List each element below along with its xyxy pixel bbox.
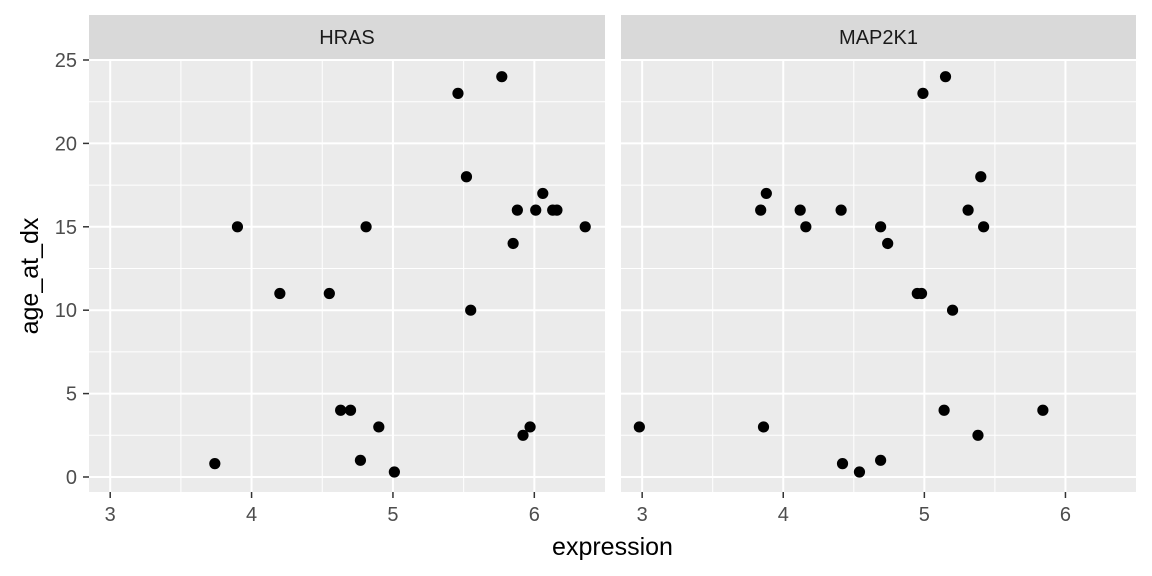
data-point [537, 187, 549, 200]
data-point [517, 429, 529, 441]
data-point [524, 421, 536, 433]
x-tick-label: 6 [529, 504, 540, 526]
data-point [760, 187, 772, 200]
data-point [551, 204, 563, 216]
strip-hras [89, 15, 605, 59]
data-point [323, 287, 335, 300]
x-tick-label: 4 [778, 504, 789, 526]
data-point [882, 237, 894, 250]
data-point [915, 287, 928, 300]
data-point [972, 429, 984, 441]
x-tick-label: 6 [1060, 504, 1071, 526]
data-point [835, 204, 847, 216]
data-point [946, 304, 959, 316]
x-axis-title: expression [552, 533, 673, 561]
data-point [1037, 404, 1049, 416]
x-axis-hras: 3 4 5 6 [105, 492, 540, 526]
y-tick-label: 25 [55, 50, 77, 72]
y-tick-label: 20 [55, 133, 77, 155]
data-point [496, 71, 508, 83]
data-point [757, 421, 770, 433]
data-point [800, 221, 812, 233]
plot-area-hras [89, 60, 605, 492]
data-point [335, 404, 347, 416]
data-point [530, 204, 542, 216]
data-point [507, 237, 519, 250]
y-tick-label: 10 [55, 300, 77, 322]
panel-map2k1: MAP2K1 3 4 5 6 [621, 15, 1136, 526]
data-point [465, 304, 477, 316]
x-tick-label: 5 [387, 504, 398, 526]
grid-hras [89, 59, 605, 492]
x-axis-map2k1: 3 4 5 6 [637, 492, 1071, 526]
strip-map2k1 [621, 15, 1136, 59]
data-point [460, 171, 473, 183]
data-point [939, 71, 952, 83]
data-point [354, 454, 367, 466]
data-point [633, 421, 645, 433]
data-point [975, 171, 987, 183]
data-point [917, 87, 929, 99]
y-axis-title: age_at_dx [16, 217, 44, 334]
data-point [344, 404, 357, 416]
panel-hras: HRAS 3 4 5 6 [89, 15, 605, 526]
grid-map2k1 [621, 59, 1136, 492]
data-point [274, 287, 286, 300]
points-hras [209, 71, 591, 478]
x-tick-label: 3 [105, 504, 116, 526]
y-tick-label: 0 [66, 467, 77, 489]
data-point [579, 221, 591, 233]
data-point [373, 421, 385, 433]
data-point [360, 221, 372, 233]
data-point [978, 221, 990, 233]
data-point [388, 466, 400, 478]
y-tick-label: 15 [55, 217, 77, 239]
data-point [836, 458, 849, 470]
data-point [875, 454, 887, 466]
x-tick-label: 5 [919, 504, 930, 526]
data-point [231, 221, 244, 233]
x-tick-label: 4 [246, 504, 257, 526]
data-point [511, 204, 523, 216]
data-point [853, 466, 866, 478]
data-point [962, 204, 974, 216]
data-point [794, 204, 806, 216]
y-tick-label: 5 [66, 384, 77, 406]
y-axis: 0 5 10 15 20 25 [55, 50, 89, 489]
strip-label-map2k1: MAP2K1 [839, 27, 918, 49]
data-point [209, 458, 221, 470]
plot-area-map2k1 [621, 60, 1136, 492]
x-tick-label: 3 [637, 504, 648, 526]
points-map2k1 [633, 71, 1049, 478]
data-point [755, 204, 767, 216]
data-point [452, 87, 464, 99]
data-point [875, 221, 887, 233]
data-point [938, 404, 950, 416]
strip-label-hras: HRAS [319, 27, 375, 49]
